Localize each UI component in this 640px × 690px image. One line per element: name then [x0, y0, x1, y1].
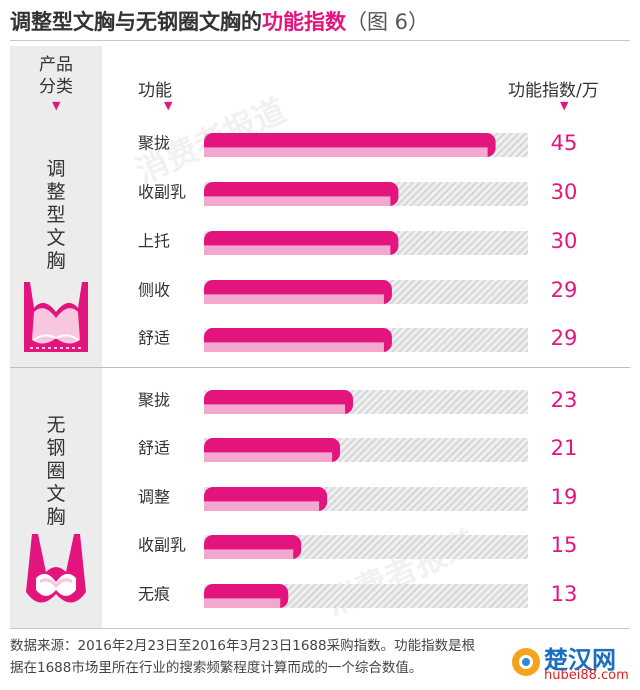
group-label-char: 钢 [46, 437, 66, 459]
bar-shade [204, 452, 333, 462]
bar-shade [204, 196, 391, 206]
category-label: 无痕 [138, 585, 170, 604]
feature-header-marker-icon: ▼ [164, 99, 173, 112]
category-header-marker-icon: ▼ [52, 99, 61, 112]
category-label: 舒适 [138, 329, 170, 348]
category-header: 产品 分类 [10, 54, 102, 98]
category-label: 收副乳 [138, 183, 186, 202]
title-divider [10, 40, 630, 41]
group-label-char: 调 [46, 158, 66, 180]
bar-shade [204, 147, 488, 157]
category-label: 聚拢 [138, 134, 170, 153]
footnote-line-1: 数据来源：2016年2月23日至2016年3月23日1688采购指数。功能指数是… [10, 638, 476, 654]
bar-shade [204, 598, 281, 608]
value-label: 29 [551, 326, 578, 350]
group-label-adjustable-bra: 调 整 型 文 胸 [10, 158, 102, 273]
category-label: 侧收 [138, 281, 170, 300]
index-header-marker-icon: ▼ [560, 99, 569, 112]
feature-header: 功能 [138, 81, 172, 101]
group-label-wireless-bra: 无 钢 圈 文 胸 [10, 414, 102, 529]
site-logo: 楚汉网 hubei88.com [508, 640, 638, 686]
footnote-divider [10, 628, 630, 629]
adjustable-bra-icon [24, 282, 88, 352]
group-label-char: 文 [46, 227, 66, 249]
value-label: 21 [551, 436, 578, 460]
group-label-char: 胸 [46, 506, 66, 528]
group-label-char: 无 [46, 414, 66, 436]
group-label-char: 文 [46, 483, 66, 505]
group-label-char: 圈 [46, 460, 66, 482]
value-label: 30 [551, 180, 578, 204]
title-highlight: 功能指数 [262, 10, 346, 34]
group-label-char: 整 [46, 181, 66, 203]
value-label: 30 [551, 229, 578, 253]
title-main: 调整型文胸与无钢圈文胸的 [10, 10, 262, 34]
logo-mark-icon [512, 648, 540, 676]
value-label: 45 [551, 131, 578, 155]
bar-shade [204, 404, 346, 414]
bar-shade [204, 501, 320, 511]
chart-title: 调整型文胸与无钢圈文胸的功能指数（图 6） [10, 6, 429, 36]
wireless-bra-icon [26, 534, 86, 603]
bar-shade [204, 294, 384, 304]
value-label: 19 [551, 485, 578, 509]
value-label: 13 [551, 582, 578, 606]
logo-name: 楚汉网 [544, 646, 616, 674]
value-label: 29 [551, 278, 578, 302]
bar-shade [204, 549, 294, 559]
category-label: 上托 [138, 232, 170, 251]
category-label: 聚拢 [138, 391, 170, 410]
group-label-char: 胸 [46, 250, 66, 272]
category-header-line1: 产品 [39, 55, 73, 75]
category-header-line2: 分类 [39, 77, 73, 97]
category-label: 舒适 [138, 439, 170, 458]
value-label: 23 [551, 388, 578, 412]
title-figure-number: （图 6） [346, 10, 430, 34]
bar-shade [204, 245, 391, 255]
group-separator [10, 367, 630, 368]
footnote-line-2: 据在1688市场里所在行业的搜索频繁程度计算而成的一个综合数值。 [10, 660, 423, 676]
bar-shade [204, 342, 384, 352]
category-label: 收副乳 [138, 536, 186, 555]
index-header: 功能指数/万 [508, 81, 599, 101]
value-label: 15 [551, 533, 578, 557]
logo-url: hubei88.com [544, 668, 629, 683]
category-label: 调整 [138, 488, 170, 507]
group-label-char: 型 [46, 204, 66, 226]
